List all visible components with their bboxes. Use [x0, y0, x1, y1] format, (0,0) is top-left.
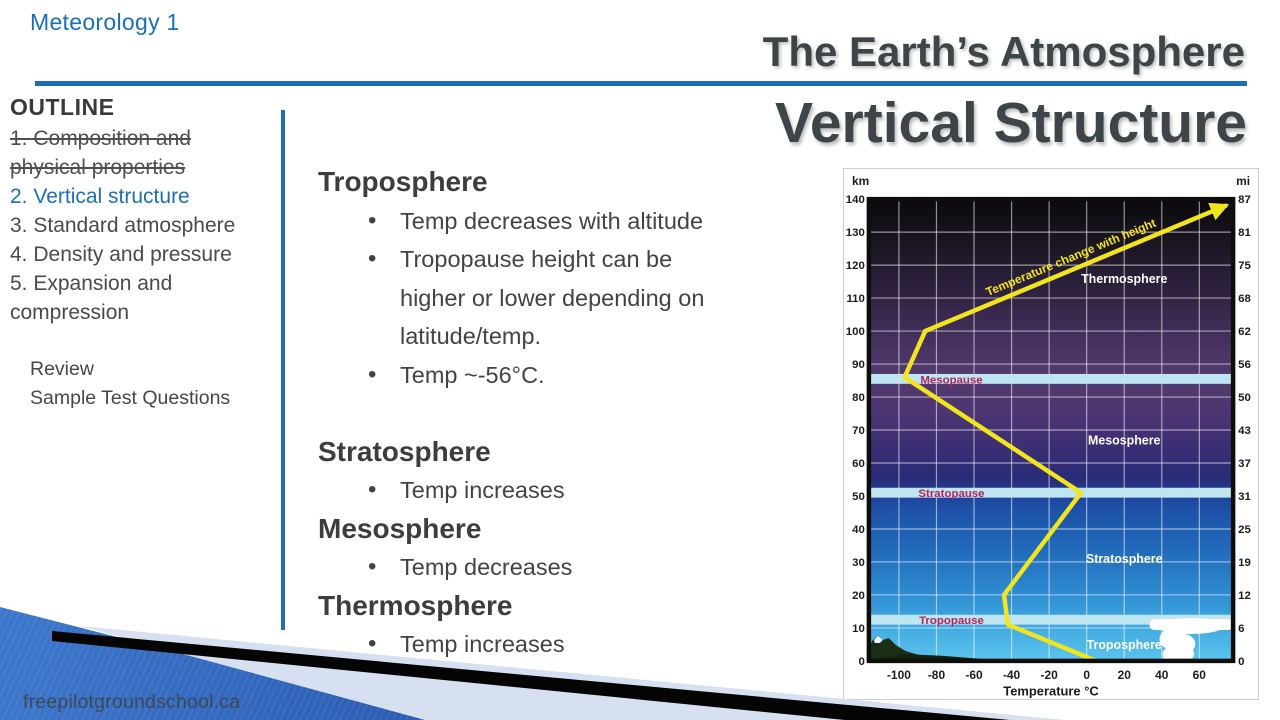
outline-panel: OUTLINE 1. Composition and physical prop…	[10, 94, 270, 413]
km-unit-label: km	[852, 174, 869, 188]
band-label: Stratopause	[918, 488, 984, 500]
vertical-divider	[281, 110, 285, 630]
svg-text:80: 80	[852, 392, 865, 404]
svg-text:20: 20	[852, 590, 865, 602]
outline-item: 5. Expansion and compression	[10, 272, 173, 324]
svg-text:100: 100	[846, 326, 865, 338]
section-bullet-list: Temp increases	[360, 625, 712, 664]
svg-text:-40: -40	[1003, 668, 1021, 682]
bullet-item: Temp increases	[360, 625, 712, 664]
outline-extras: Review Sample Test Questions	[30, 355, 270, 413]
svg-text:56: 56	[1238, 359, 1251, 371]
svg-text:140: 140	[846, 194, 865, 206]
temp-axis: -100 -80 -60 -40 -20 0 20 40 60	[887, 668, 1206, 682]
temperature-curve	[902, 202, 1230, 664]
svg-text:25: 25	[1238, 524, 1251, 536]
svg-text:19: 19	[1238, 557, 1251, 569]
temp-axis-title: Temperature °C	[1003, 684, 1098, 699]
slide-subtitle: Vertical Structure	[774, 91, 1247, 155]
svg-text:90: 90	[852, 359, 865, 371]
section-heading: Mesosphere	[318, 512, 482, 544]
svg-text:40: 40	[852, 524, 865, 536]
outline-item: 4. Density and pressure	[10, 243, 232, 266]
svg-text:81: 81	[1238, 227, 1251, 239]
content-section: Thermosphere Temp increases	[318, 587, 838, 664]
atmosphere-chart: Tropopause Stratopause Mesopause Temperatur…	[843, 168, 1259, 700]
svg-text:0: 0	[1083, 668, 1090, 682]
svg-text:60: 60	[1193, 668, 1207, 682]
svg-text:0: 0	[1238, 656, 1244, 668]
outline-extra-item: Sample Test Questions	[30, 387, 231, 409]
svg-text:60: 60	[852, 458, 865, 470]
layer-label-stratosphere: Stratosphere	[1086, 552, 1163, 566]
svg-text:10: 10	[852, 623, 865, 635]
content-section: TroposphereTemp decreases with altitudeT…	[318, 163, 838, 394]
watermark: freepilotgroundschool.ca	[23, 691, 241, 713]
layer-label-troposphere: Troposphere	[1087, 638, 1162, 652]
bullet-item: Temp decreases	[360, 548, 712, 587]
band-label: Tropopause	[919, 615, 984, 627]
svg-text:31: 31	[1238, 491, 1251, 503]
cloud-graphic	[1149, 618, 1234, 665]
course-label: Meteorology 1	[30, 9, 180, 35]
svg-text:50: 50	[852, 491, 865, 503]
svg-text:0: 0	[859, 656, 865, 668]
section-bullet-list: Temp increases	[360, 471, 712, 510]
svg-text:-60: -60	[965, 668, 983, 682]
svg-text:110: 110	[846, 293, 864, 305]
svg-text:130: 130	[846, 227, 865, 239]
section-bullet-list: Temp decreases with altitudeTropopause h…	[360, 202, 712, 395]
band-label: Mesopause	[920, 374, 982, 386]
svg-text:62: 62	[1238, 326, 1251, 338]
section-bullet-list: Temp decreases	[360, 548, 712, 587]
bullet-item: Temp decreases with altitude	[360, 202, 712, 241]
mi-unit-label: mi	[1236, 174, 1250, 188]
svg-text:12: 12	[1238, 590, 1251, 602]
svg-text:37: 37	[1238, 458, 1251, 470]
layer-label-thermosphere: Thermosphere	[1081, 272, 1167, 286]
svg-text:75: 75	[1238, 260, 1251, 272]
outline-item: 3. Standard atmosphere	[10, 214, 236, 237]
content-area: TroposphereTemp decreases with altitudeT…	[318, 163, 838, 664]
slide-title: The Earth’s Atmosphere	[762, 28, 1245, 75]
outline-item: 2. Vertical structure	[10, 185, 190, 208]
bullet-item: Temp ~-56°C.	[360, 356, 712, 395]
km-axis: 0 10 20 30 40 50 60 70 80 90 100 110 120 130 140	[846, 194, 865, 668]
svg-text:-100: -100	[887, 668, 911, 682]
bullet-item: Temp increases	[360, 471, 712, 510]
svg-text:50: 50	[1238, 392, 1251, 404]
svg-text:6: 6	[1238, 623, 1244, 635]
mi-axis: 0 6 12 19 25 31 37 43 50 56 62 68 75 81 87	[1238, 194, 1251, 668]
content-section: Mesosphere Temp decreases	[318, 510, 838, 587]
band-tropopause: Tropopause	[868, 614, 1234, 627]
outline-list: 1. Composition and physical properties 2.…	[10, 124, 270, 327]
svg-text:-20: -20	[1040, 668, 1058, 682]
svg-text:120: 120	[846, 260, 865, 272]
title-divider-line	[35, 81, 1247, 86]
svg-text:20: 20	[1118, 668, 1132, 682]
svg-text:87: 87	[1238, 194, 1251, 206]
outline-extra-item: Review	[30, 358, 94, 380]
layer-label-mesosphere: Mesosphere	[1088, 433, 1161, 447]
svg-text:68: 68	[1238, 293, 1251, 305]
section-heading: Troposphere	[318, 166, 488, 197]
content-section: Stratosphere Temp increases	[318, 433, 838, 510]
section-heading: Thermosphere	[318, 589, 513, 621]
band-stratopause: Stratopause	[868, 487, 1234, 500]
band-mesopause: Mesopause	[868, 373, 1234, 386]
outline-heading: OUTLINE	[10, 94, 115, 120]
bullet-item: Tropopause height can be higher or lower…	[360, 240, 712, 356]
section-heading: Stratosphere	[318, 435, 491, 467]
svg-text:70: 70	[852, 425, 865, 437]
svg-text:30: 30	[852, 557, 865, 569]
svg-text:-80: -80	[928, 668, 946, 682]
svg-text:43: 43	[1238, 425, 1251, 437]
outline-item: 1. Composition and physical properties	[10, 127, 191, 179]
svg-text:40: 40	[1155, 668, 1169, 682]
atmosphere-chart-svg: Tropopause Stratopause Mesopause Temperatur…	[846, 174, 1252, 699]
